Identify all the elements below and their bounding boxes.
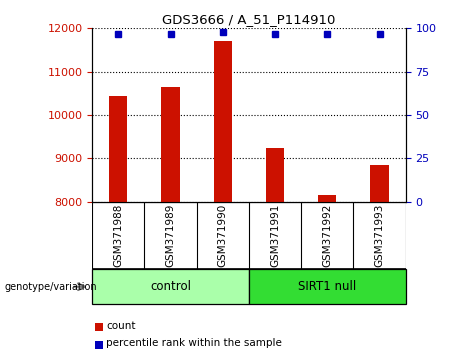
Text: control: control (150, 280, 191, 293)
Text: GSM371990: GSM371990 (218, 204, 228, 267)
Text: GSM371993: GSM371993 (374, 204, 384, 267)
Text: SIRT1 null: SIRT1 null (298, 280, 356, 293)
Text: GSM371988: GSM371988 (113, 204, 124, 267)
Bar (371, 165, 389, 202)
Bar (318, 195, 337, 202)
Text: percentile rank within the sample: percentile rank within the sample (106, 338, 282, 348)
Text: GSM371991: GSM371991 (270, 204, 280, 267)
Text: GSM371992: GSM371992 (322, 204, 332, 267)
Bar (161, 87, 180, 202)
Text: genotype/variation: genotype/variation (5, 282, 97, 292)
Bar (109, 96, 127, 202)
Text: count: count (106, 321, 136, 331)
Bar (214, 41, 232, 202)
Bar (92, 269, 249, 304)
Bar (266, 148, 284, 202)
Text: GSM371989: GSM371989 (165, 204, 176, 267)
Bar (249, 269, 406, 304)
Title: GDS3666 / A_51_P114910: GDS3666 / A_51_P114910 (162, 13, 336, 26)
